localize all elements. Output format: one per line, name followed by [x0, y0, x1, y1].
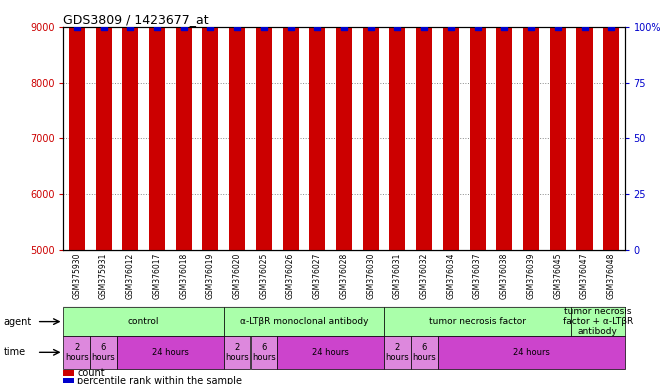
Text: 24 hours: 24 hours — [512, 348, 550, 357]
Bar — [250, 336, 277, 369]
Bar — [576, 0, 593, 250]
Bar — [90, 336, 117, 369]
Bar — [384, 307, 571, 336]
Text: tumor necrosis
factor + α-LTβR
antibody: tumor necrosis factor + α-LTβR antibody — [562, 307, 633, 336]
Bar — [470, 0, 486, 250]
Text: GSM376025: GSM376025 — [259, 253, 269, 299]
Bar — [523, 0, 539, 250]
Text: control: control — [128, 317, 160, 326]
Text: GSM376037: GSM376037 — [473, 253, 482, 299]
Text: GSM376034: GSM376034 — [446, 253, 456, 299]
Bar — [63, 336, 90, 369]
Bar — [202, 0, 218, 250]
Bar — [63, 378, 73, 383]
Text: GSM376018: GSM376018 — [179, 253, 188, 299]
Text: GSM376045: GSM376045 — [553, 253, 562, 299]
Bar — [69, 0, 85, 250]
Bar — [336, 0, 352, 250]
Text: GSM376027: GSM376027 — [313, 253, 322, 299]
Bar — [96, 0, 112, 250]
Text: GSM376026: GSM376026 — [286, 253, 295, 299]
Bar — [571, 307, 625, 336]
Text: GSM376019: GSM376019 — [206, 253, 215, 299]
Text: GSM376047: GSM376047 — [580, 253, 589, 299]
Bar — [416, 0, 432, 250]
Bar — [224, 336, 250, 369]
Bar — [256, 0, 272, 250]
Text: 24 hours: 24 hours — [312, 348, 349, 357]
Bar — [63, 307, 224, 336]
Text: GDS3809 / 1423677_at: GDS3809 / 1423677_at — [63, 13, 209, 26]
Bar — [309, 0, 325, 250]
Bar — [363, 0, 379, 250]
Bar — [438, 336, 625, 369]
Text: 2
hours: 2 hours — [385, 343, 409, 362]
Text: GSM376012: GSM376012 — [126, 253, 135, 299]
Text: GSM376038: GSM376038 — [500, 253, 509, 299]
Text: 6
hours: 6 hours — [412, 343, 436, 362]
Text: GSM376020: GSM376020 — [232, 253, 242, 299]
Text: 6
hours: 6 hours — [252, 343, 276, 362]
Text: GSM376028: GSM376028 — [339, 253, 349, 299]
Text: GSM376048: GSM376048 — [607, 253, 616, 299]
Text: α-LTβR monoclonal antibody: α-LTβR monoclonal antibody — [240, 317, 368, 326]
Bar — [496, 0, 512, 250]
Bar — [229, 0, 245, 250]
Text: GSM376030: GSM376030 — [366, 253, 375, 299]
Bar — [277, 336, 384, 369]
Bar — [389, 0, 405, 250]
Bar — [176, 0, 192, 250]
Bar — [443, 0, 459, 250]
Text: time: time — [3, 347, 25, 358]
Text: count: count — [77, 368, 105, 378]
Bar — [117, 336, 224, 369]
Text: GSM375930: GSM375930 — [72, 253, 81, 299]
Text: GSM376017: GSM376017 — [152, 253, 162, 299]
Bar — [63, 370, 73, 376]
Text: GSM375931: GSM375931 — [99, 253, 108, 299]
Text: percentile rank within the sample: percentile rank within the sample — [77, 376, 242, 384]
Text: 2
hours: 2 hours — [225, 343, 249, 362]
Text: GSM376039: GSM376039 — [526, 253, 536, 299]
Text: 24 hours: 24 hours — [152, 348, 189, 357]
Text: 2
hours: 2 hours — [65, 343, 89, 362]
Bar — [411, 336, 438, 369]
Text: GSM376031: GSM376031 — [393, 253, 402, 299]
Bar — [283, 0, 299, 250]
Bar — [149, 0, 165, 250]
Text: 6
hours: 6 hours — [92, 343, 116, 362]
Text: agent: agent — [3, 316, 31, 327]
Text: GSM376032: GSM376032 — [420, 253, 429, 299]
Bar — [384, 336, 411, 369]
Bar — [224, 307, 384, 336]
Bar — [122, 0, 138, 250]
Text: tumor necrosis factor: tumor necrosis factor — [429, 317, 526, 326]
Bar — [550, 0, 566, 250]
Bar — [603, 0, 619, 250]
